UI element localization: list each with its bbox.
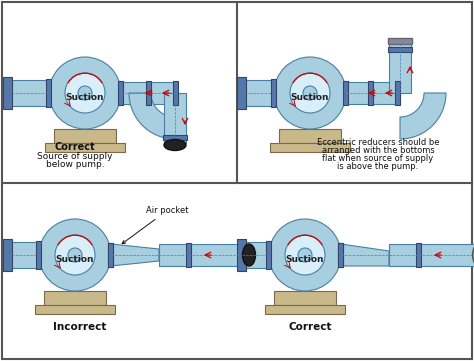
Bar <box>266 241 272 269</box>
Bar <box>417 243 421 267</box>
Circle shape <box>78 86 92 100</box>
Polygon shape <box>129 93 175 139</box>
Bar <box>338 243 344 267</box>
Bar <box>44 291 106 305</box>
Bar <box>109 243 113 267</box>
Bar <box>242 80 274 106</box>
Text: Correct: Correct <box>55 142 95 152</box>
Bar <box>270 143 350 152</box>
Polygon shape <box>111 244 159 266</box>
Circle shape <box>290 73 330 113</box>
Text: Eccentric reducers should be: Eccentric reducers should be <box>317 138 439 147</box>
Circle shape <box>269 219 341 291</box>
Bar <box>272 79 276 107</box>
Bar <box>163 135 187 139</box>
Bar <box>109 243 113 267</box>
Text: Suction: Suction <box>286 256 324 265</box>
Polygon shape <box>341 244 389 266</box>
Bar <box>36 241 42 269</box>
Bar <box>46 79 52 107</box>
Bar <box>3 77 12 109</box>
Ellipse shape <box>243 244 255 266</box>
Text: Suction: Suction <box>66 93 104 103</box>
Bar <box>54 129 116 143</box>
Text: Source of supply: Source of supply <box>37 152 113 161</box>
Bar <box>346 82 400 104</box>
Circle shape <box>68 248 82 262</box>
Ellipse shape <box>164 139 186 151</box>
Bar <box>237 239 246 271</box>
Bar <box>3 239 12 271</box>
Bar <box>146 81 152 105</box>
Bar <box>237 77 246 109</box>
Circle shape <box>55 235 95 275</box>
Bar <box>35 305 115 314</box>
Text: arranged with the bottoms: arranged with the bottoms <box>322 146 434 155</box>
Bar <box>389 43 411 93</box>
Bar <box>164 93 186 143</box>
Text: Air pocket: Air pocket <box>122 206 189 244</box>
Bar <box>274 291 336 305</box>
Bar <box>338 243 344 267</box>
Bar <box>186 243 191 267</box>
Circle shape <box>65 73 105 113</box>
Bar <box>389 244 474 266</box>
Circle shape <box>303 86 317 100</box>
Bar <box>368 81 374 105</box>
Bar <box>344 81 348 105</box>
Circle shape <box>39 219 111 291</box>
Text: is above the pump.: is above the pump. <box>337 162 419 171</box>
Text: Correct: Correct <box>288 322 332 332</box>
Bar <box>8 242 39 268</box>
Bar <box>395 81 401 105</box>
Text: flat when source of supply: flat when source of supply <box>322 154 434 163</box>
Text: Incorrect: Incorrect <box>53 322 107 332</box>
Bar <box>45 143 125 152</box>
Bar <box>279 129 341 143</box>
Circle shape <box>285 235 325 275</box>
Bar <box>118 81 124 105</box>
Circle shape <box>274 57 346 129</box>
Circle shape <box>49 57 121 129</box>
Text: below pump.: below pump. <box>46 160 104 169</box>
Ellipse shape <box>473 244 474 266</box>
Bar <box>8 80 49 106</box>
Bar <box>388 47 412 52</box>
Text: Suction: Suction <box>291 93 329 103</box>
Bar <box>388 38 412 44</box>
Bar <box>159 244 249 266</box>
Bar <box>173 81 179 105</box>
Bar <box>242 242 269 268</box>
Text: Suction: Suction <box>56 256 94 265</box>
Bar <box>264 305 345 314</box>
Bar <box>121 82 175 104</box>
Circle shape <box>298 248 312 262</box>
Polygon shape <box>400 93 446 139</box>
